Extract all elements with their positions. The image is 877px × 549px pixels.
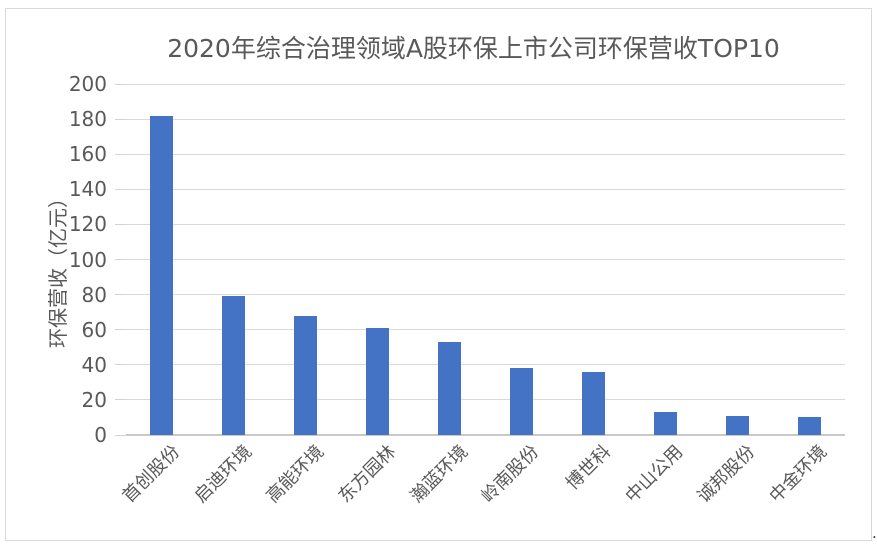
x-axis-category-label-text: 中金环境 — [765, 441, 832, 508]
y-axis-tick — [115, 153, 126, 155]
y-axis-tick — [115, 83, 126, 85]
y-axis-tick — [115, 364, 126, 366]
y-axis-tick-label: 180 — [68, 107, 107, 132]
gridline — [126, 223, 845, 225]
bar — [438, 341, 462, 435]
x-axis-category-label-text: 首创股份 — [118, 441, 185, 508]
y-axis-tick-label: 60 — [81, 317, 107, 342]
bar — [725, 415, 749, 435]
y-axis-tick-label: 100 — [68, 247, 107, 272]
y-axis-tick — [115, 259, 126, 260]
x-axis-category-label-text: 中山公用 — [621, 441, 688, 508]
x-axis-category-label-text: 博世科 — [562, 441, 616, 495]
bar — [222, 296, 246, 435]
bar — [294, 315, 318, 435]
gridline — [126, 259, 845, 260]
y-axis-tick — [115, 294, 126, 296]
bar — [509, 368, 533, 435]
bar — [797, 417, 821, 435]
y-axis-tick — [115, 118, 126, 120]
y-axis-tick — [115, 434, 126, 436]
x-axis-category-label-text: 东方园林 — [334, 441, 400, 508]
gridline — [126, 188, 845, 190]
y-axis-tick — [115, 223, 126, 225]
gridline — [126, 153, 845, 155]
bar — [581, 371, 605, 435]
y-axis-tick — [115, 399, 126, 401]
gridline — [126, 329, 845, 331]
x-axis-category-label-text: 诚邦股份 — [693, 441, 760, 508]
y-axis-tick-label: 120 — [68, 212, 107, 237]
x-axis-category-label-text: 瀚蓝环境 — [405, 441, 472, 508]
chart-title: 2020年综合治理领域A股环保上市公司环保营收TOP10 — [167, 34, 780, 63]
gridline — [126, 83, 845, 85]
gridline — [126, 364, 845, 366]
bar — [653, 412, 677, 435]
x-axis-category-label-text: 高能环境 — [262, 441, 328, 508]
y-axis-tick-label: 0 — [94, 423, 107, 447]
bar — [366, 327, 390, 435]
bar — [150, 115, 174, 435]
x-axis-line — [126, 434, 845, 436]
gridline — [126, 294, 845, 296]
y-axis-tick-label: 160 — [68, 142, 107, 167]
y-axis-tick-label: 40 — [81, 352, 107, 377]
trailing-period: . — [872, 524, 877, 542]
gridline — [126, 118, 845, 120]
y-axis-tick-label: 20 — [81, 387, 107, 412]
y-axis-tick-label: 140 — [68, 177, 107, 202]
gridline — [126, 399, 845, 401]
x-axis-category-label-text: 岭南股份 — [477, 441, 544, 508]
y-axis-tick-label: 200 — [68, 72, 107, 96]
y-axis-tick — [115, 188, 126, 190]
y-axis-tick-label: 80 — [81, 282, 107, 307]
y-axis-tick — [115, 329, 126, 331]
x-axis-category-label-text: 启迪环境 — [190, 441, 256, 508]
